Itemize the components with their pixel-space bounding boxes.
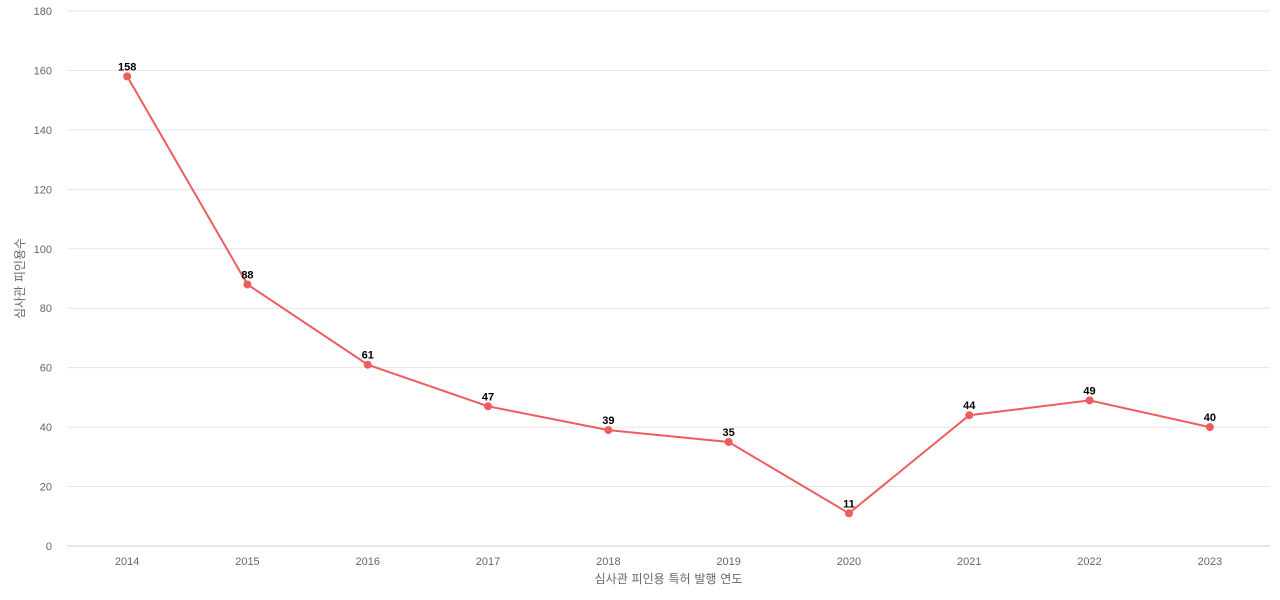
y-tick-label: 20 <box>40 482 52 494</box>
x-tick-label: 2014 <box>115 556 139 568</box>
data-points <box>123 72 1214 518</box>
data-point <box>243 280 252 289</box>
x-tick-label: 2018 <box>596 556 620 568</box>
data-point <box>123 72 132 81</box>
series-line <box>126 75 1211 515</box>
y-tick-label: 140 <box>34 125 52 137</box>
data-label: 35 <box>723 427 735 439</box>
y-tick-label: 40 <box>40 422 52 434</box>
data-label: 40 <box>1204 412 1216 424</box>
y-tick-label: 100 <box>34 244 52 256</box>
x-tick-label: 2016 <box>356 556 380 568</box>
data-point <box>1205 423 1214 432</box>
data-label: 47 <box>482 391 494 403</box>
x-tick-label: 2021 <box>957 556 981 568</box>
y-tick-label: 180 <box>34 6 52 18</box>
y-tick-label: 80 <box>40 303 52 315</box>
y-tick-label: 60 <box>40 363 52 375</box>
data-point <box>844 509 853 518</box>
data-label: 49 <box>1083 385 1095 397</box>
x-tick-label: 2020 <box>837 556 861 568</box>
data-label: 11 <box>843 498 855 510</box>
data-labels: 158 88 61 47 39 35 11 44 49 40 <box>118 61 1216 510</box>
x-tick-label: 2022 <box>1077 556 1101 568</box>
x-axis-title: 심사관 피인용 특허 발행 연도 <box>595 571 743 586</box>
x-tick-label: 2023 <box>1198 556 1222 568</box>
data-label: 44 <box>963 400 976 412</box>
grid-lines <box>67 10 1270 488</box>
data-point <box>724 437 733 446</box>
y-axis-title: 심사관 피인용수 <box>13 238 27 319</box>
x-tick-label: 2015 <box>235 556 259 568</box>
data-point <box>1085 396 1094 405</box>
data-point <box>484 402 493 411</box>
y-tick-label: 120 <box>34 184 52 196</box>
data-label: 158 <box>118 61 136 73</box>
data-point <box>965 411 974 420</box>
data-label: 88 <box>241 269 253 281</box>
data-point <box>363 360 372 369</box>
data-label: 39 <box>602 415 614 427</box>
y-axis-ticks: 0 20 40 60 80 100 120 140 160 180 <box>34 6 52 553</box>
y-tick-label: 0 <box>46 541 52 553</box>
y-tick-label: 160 <box>34 65 52 77</box>
data-point <box>604 426 613 435</box>
x-tick-label: 2019 <box>716 556 740 568</box>
x-axis-ticks: 2014 2015 2016 2017 2018 2019 2020 2021 2022 2023 <box>115 556 1222 568</box>
x-tick-label: 2017 <box>476 556 500 568</box>
data-label: 61 <box>362 350 374 362</box>
